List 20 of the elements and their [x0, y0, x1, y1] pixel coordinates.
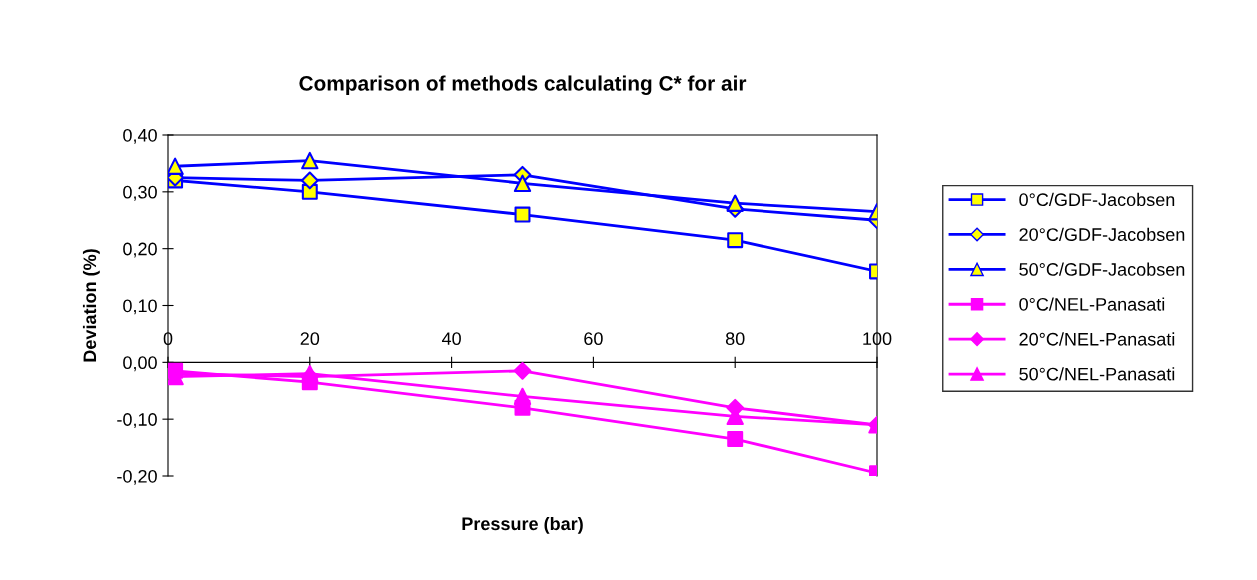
- legend-label: 0°C/NEL-Panasati: [1019, 297, 1165, 311]
- chart-title: Comparison of methods calculating C* for air: [299, 75, 747, 95]
- y-tick-label: 0,10: [123, 299, 157, 315]
- x-axis-title: Pressure (bar): [462, 516, 583, 534]
- x-tick-label: 40: [441, 332, 461, 346]
- y-tick-label: -0,10: [117, 413, 157, 429]
- x-tick-label: 60: [584, 332, 603, 346]
- y-tick-label: -0,20: [117, 469, 157, 485]
- legend-label: 20°C/NEL-Panasati: [1019, 332, 1175, 346]
- legend-label: 0°C/GDF-Jacobsen: [1019, 192, 1175, 207]
- x-tick-label: 20: [300, 332, 320, 346]
- y-axis-title: Deviation (%): [82, 249, 100, 362]
- legend-label: 20°C/GDF-Jacobsen: [1019, 227, 1185, 241]
- y-tick-label: 0,20: [123, 242, 157, 258]
- legend-label: 50°C/NEL-Panasati: [1019, 367, 1175, 381]
- y-tick-label: 0,30: [123, 185, 157, 201]
- y-tick-label: 0,00: [123, 356, 157, 372]
- x-tick-label: 80: [725, 332, 745, 346]
- y-tick-label: 0,40: [123, 128, 157, 144]
- legend-label: 50°C/GDF-Jacobsen: [1019, 262, 1185, 276]
